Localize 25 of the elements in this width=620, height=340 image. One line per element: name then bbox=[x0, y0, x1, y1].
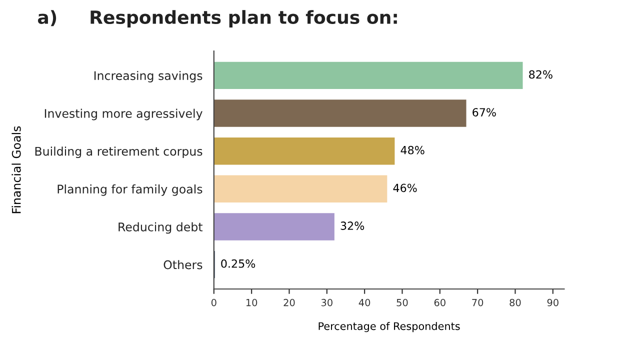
x-tick-label: 90 bbox=[547, 298, 558, 306]
x-tick-label: 40 bbox=[358, 298, 370, 306]
y-tick-label: Building a retirement corpus bbox=[35, 146, 202, 158]
x-tick-label: 0 bbox=[211, 298, 216, 306]
y-tick-label: Reducing debt bbox=[118, 222, 202, 234]
y-tick-label: Increasing savings bbox=[94, 70, 202, 82]
x-tick-label: 50 bbox=[396, 298, 408, 306]
chart-title: a) Respondents plan to focus on: bbox=[38, 10, 397, 28]
data-label: 82% bbox=[529, 70, 552, 79]
x-tick-label: 60 bbox=[434, 298, 446, 306]
y-tick-label: Investing more agressively bbox=[44, 108, 202, 120]
data-label: 67% bbox=[472, 108, 496, 116]
y-tick-label: Others bbox=[164, 260, 202, 270]
x-tick-label: 70 bbox=[472, 298, 484, 306]
x-tick-label: 10 bbox=[246, 298, 258, 306]
x-axis-title: Percentage of Respondents bbox=[318, 322, 460, 332]
data-label: 32% bbox=[340, 222, 364, 230]
data-label: 48% bbox=[400, 146, 424, 154]
x-tick-label: 80 bbox=[510, 298, 521, 306]
y-tick-label: Planning for family goals bbox=[58, 184, 202, 196]
x-tick-label: 30 bbox=[321, 298, 332, 306]
y-axis-title: Financial Goals bbox=[12, 126, 21, 214]
data-label: 46% bbox=[393, 184, 417, 192]
x-tick-label: 20 bbox=[284, 298, 295, 306]
data-label: 0.25% bbox=[221, 259, 256, 268]
